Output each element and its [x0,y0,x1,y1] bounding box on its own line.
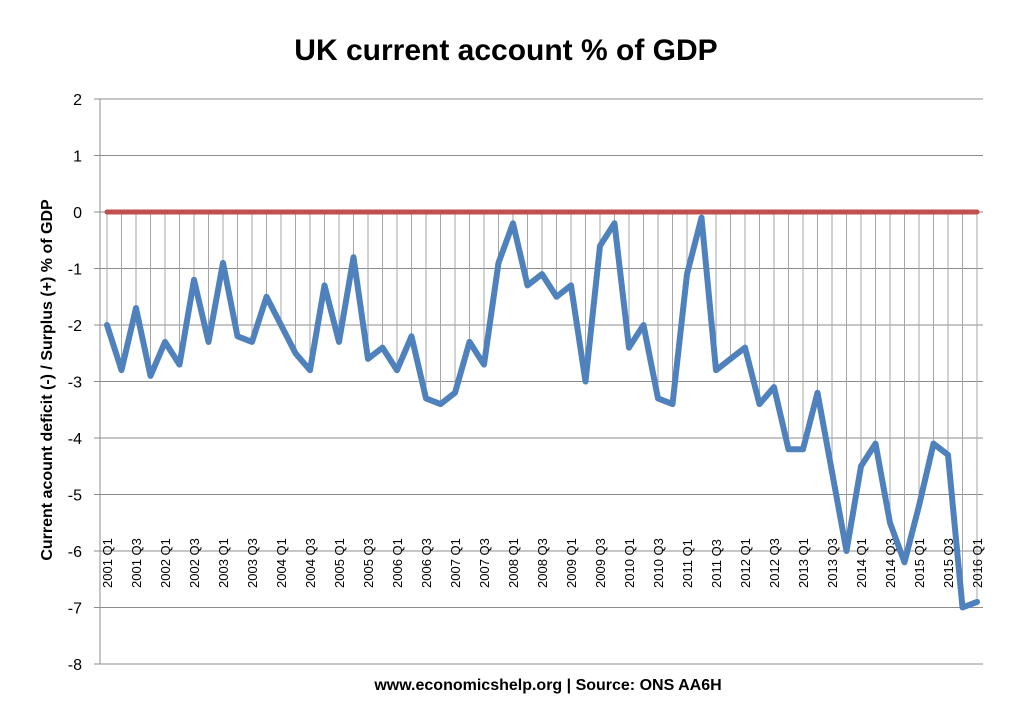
x-tick-label: 2012 Q3 [767,538,782,588]
x-tick-label: 2015 Q3 [941,538,956,588]
x-axis-label: www.economicshelp.org | Source: ONS AA6H [373,677,721,694]
x-tick-label: 2010 Q3 [651,538,666,588]
x-tick-label: 2003 Q3 [245,538,260,588]
x-tick-label: 2006 Q1 [390,538,405,588]
x-tick-label: 2005 Q3 [361,538,376,588]
x-tick-label: 2002 Q3 [187,538,202,588]
x-tick-label: 2012 Q1 [738,538,753,588]
y-tick-label: -8 [68,657,82,674]
x-tick-label: 2008 Q1 [506,538,521,588]
y-tick-label: -5 [68,488,82,505]
y-tick-label: -1 [68,262,82,279]
x-tick-label: 2005 Q1 [332,538,347,588]
x-tick-label: 2011 Q1 [680,539,695,588]
y-tick-label: 2 [73,92,82,109]
x-tick-label: 2003 Q1 [216,538,231,588]
x-tick-label: 2004 Q1 [274,538,289,588]
x-tick-label: 2014 Q3 [883,538,898,588]
y-tick-label: 1 [73,149,82,166]
x-tick-label: 2016 Q1 [970,538,985,588]
axes: 2 1 0 -1 -2 -3 -4 -5 -6 -7 -8 2001 Q1 2001 Q3 2002 Q1… [68,92,985,674]
x-tick-label: 2013 Q1 [796,538,811,588]
y-axis-label: Current acount deficit (-) / Surplus (+)… [39,199,56,561]
x-tick-label: 2011 Q3 [709,539,724,588]
y-tick-label: 0 [73,205,82,222]
x-tick-label: 2015 Q1 [912,538,927,588]
x-tick-label: 2010 Q1 [622,538,637,588]
x-tick-label: 2004 Q3 [303,538,318,588]
chart-title: UK current account % of GDP [294,34,717,67]
x-tick-label: 2009 Q3 [593,538,608,588]
x-tick-label: 2009 Q1 [564,538,579,588]
x-tick-label: 2002 Q1 [158,538,173,588]
grid [100,98,983,665]
y-tick-label: -3 [68,375,82,392]
x-tick-label: 2014 Q1 [854,538,869,588]
x-tick-label: 2007 Q1 [448,538,463,588]
current-account-series-line [104,214,980,611]
y-tick-label: -2 [68,318,82,335]
x-tick-label: 2013 Q3 [825,538,840,588]
series-layer [104,209,980,611]
x-tick-label: 2008 Q3 [535,538,550,588]
y-tick-label: -7 [68,601,82,618]
x-tick-label: 2001 Q3 [129,538,144,588]
y-tick-label: -6 [68,544,82,561]
y-tick-label: -4 [68,431,82,448]
x-tick-label: 2007 Q3 [477,538,492,588]
x-tick-label: 2006 Q3 [419,538,434,588]
x-tick-label: 2001 Q1 [100,538,115,588]
